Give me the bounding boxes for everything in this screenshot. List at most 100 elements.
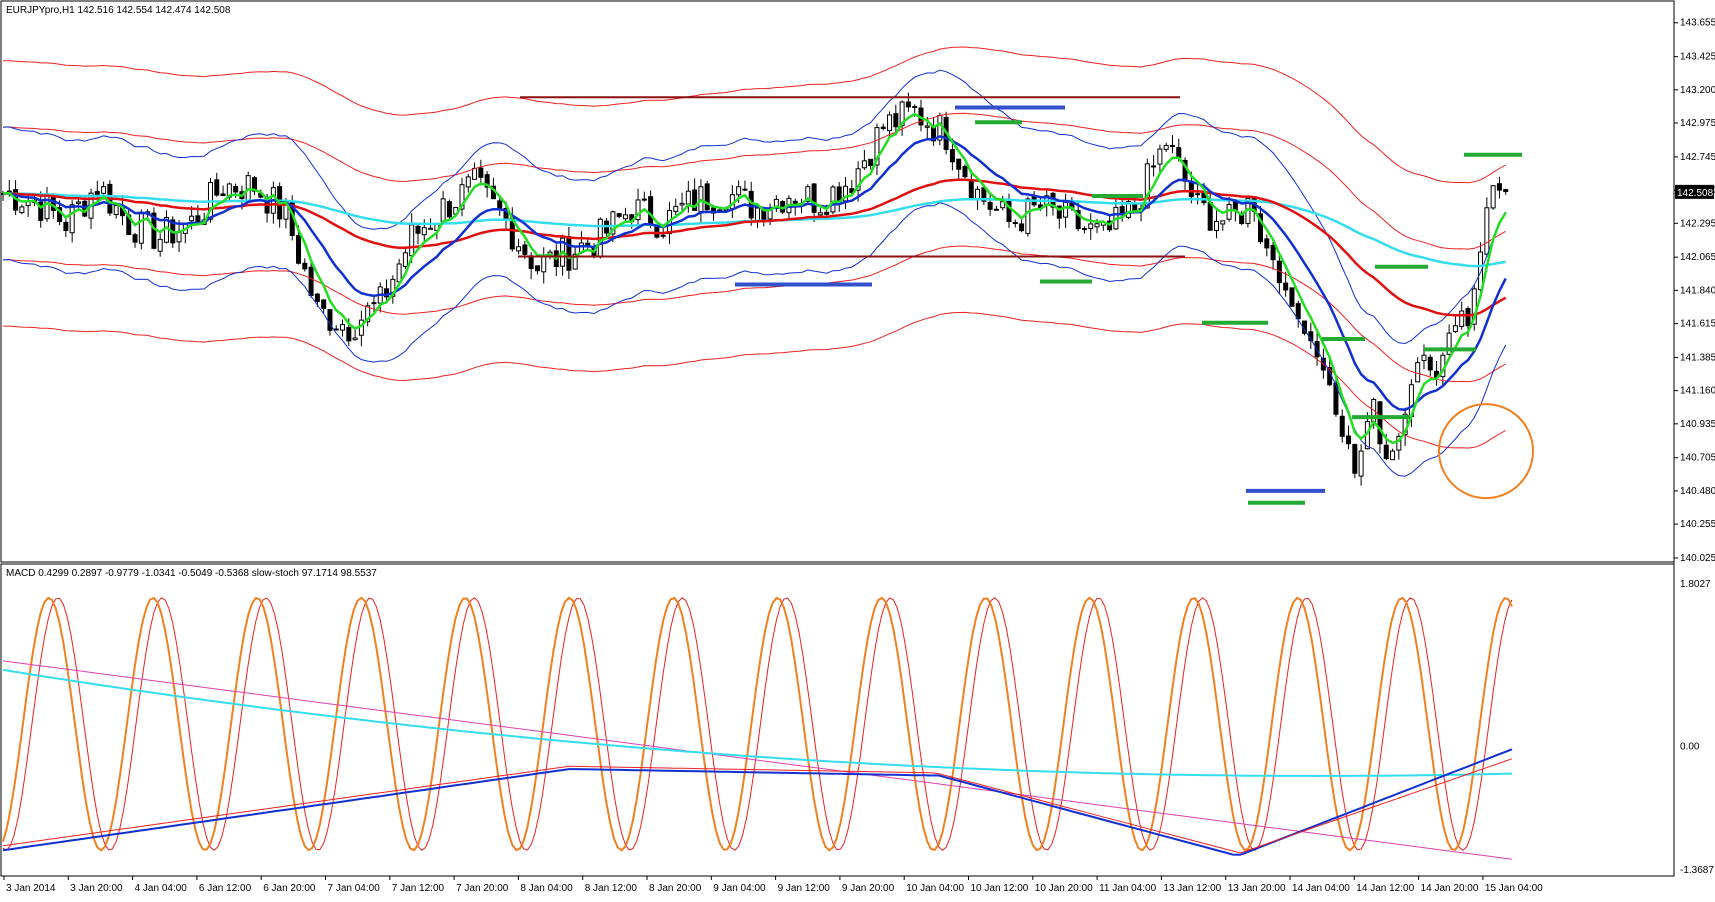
candle-body (472, 167, 478, 180)
stoch-main-line (2, 596, 1513, 852)
x-tick-label: 8 Jan 04:00 (520, 883, 573, 894)
candle-body (365, 305, 371, 323)
candle-body (484, 174, 490, 188)
macd-blue-line (2, 748, 1513, 856)
candle-body (824, 211, 830, 215)
candle-body (1094, 223, 1100, 228)
candle-body (1213, 220, 1219, 231)
candle-body (924, 125, 930, 128)
x-tick-label: 3 Jan 2014 (6, 883, 56, 894)
x-tick-label: 15 Jan 04:00 (1485, 883, 1543, 894)
candle-body (1333, 382, 1339, 415)
candle-body (63, 221, 69, 231)
candle-body (428, 227, 434, 230)
candle-body (214, 179, 220, 196)
lower-blue-band (2, 202, 1507, 477)
candle-body (38, 201, 44, 221)
green-ema-line (2, 112, 1507, 445)
x-tick-label: 9 Jan 12:00 (778, 883, 831, 894)
candle-body (968, 179, 974, 200)
upper-red-band-inner (2, 112, 1506, 250)
candle-body (522, 244, 528, 255)
candle-body (440, 198, 446, 222)
lower-red-band (3, 311, 1506, 449)
candle-body (138, 211, 144, 244)
candle-body (1088, 223, 1094, 229)
candle-body (69, 204, 75, 234)
x-tick-label: 10 Jan 12:00 (971, 883, 1029, 894)
candle-body (252, 177, 257, 192)
x-tick-label: 3 Jan 20:00 (70, 883, 123, 894)
y-tick-label: 143.425 (1680, 52, 1715, 63)
candle-body (1465, 308, 1471, 327)
lower-red-band-inner (2, 245, 1506, 383)
candle-body (346, 326, 352, 342)
macd-red-line (2, 758, 1513, 854)
candle-body (704, 183, 710, 211)
current-price-label: 142.508 (1677, 188, 1714, 199)
candle-body (302, 262, 308, 270)
x-tick-label: 9 Jan 04:00 (713, 883, 766, 894)
candle-body (1063, 201, 1069, 218)
candle-body (673, 205, 679, 212)
indicator-y-tick-label: 0.00 (1680, 742, 1700, 753)
candle-body (101, 186, 107, 194)
candle-body (446, 201, 452, 218)
candle-body (861, 160, 867, 169)
y-tick-label: 140.480 (1680, 486, 1715, 497)
candle-body (1195, 193, 1201, 196)
candle-body (516, 246, 522, 252)
symbol-info: EURJPYpro,H1 142.516 142.554 142.474 142… (6, 5, 231, 16)
candle-body (1295, 303, 1301, 320)
candle-body (641, 198, 647, 201)
candle-body (1169, 144, 1175, 147)
candle-body (409, 224, 415, 257)
y-tick-label: 140.935 (1680, 419, 1715, 430)
candle-body (956, 158, 962, 170)
candle-body (1390, 450, 1396, 461)
magenta-line (2, 660, 1513, 860)
x-tick-label: 6 Jan 12:00 (199, 883, 252, 894)
candle-body (333, 328, 339, 331)
candle-body (1377, 401, 1383, 445)
candle-body (157, 238, 163, 252)
candle-body (1421, 354, 1427, 362)
x-tick-label: 8 Jan 12:00 (585, 883, 638, 894)
candle-body (534, 265, 540, 272)
candle-body (1075, 210, 1081, 230)
red-ma-line (3, 178, 1507, 317)
candle-body (308, 266, 314, 296)
upper-red-band (3, 46, 1506, 184)
upper-blue-band (2, 69, 1507, 345)
y-tick-label: 140.025 (1680, 553, 1715, 564)
candle-body (685, 190, 691, 205)
highlight-circle (1438, 403, 1534, 500)
candle-body (384, 288, 390, 298)
y-tick-label: 142.745 (1680, 152, 1715, 163)
x-tick-label: 14 Jan 04:00 (1292, 883, 1350, 894)
blue-ma-line (2, 135, 1507, 412)
indicator-layer (2, 596, 1513, 860)
candle-body (1081, 228, 1087, 231)
candle-body (321, 299, 327, 309)
y-tick-label: 140.255 (1680, 519, 1715, 530)
candle-body (1163, 144, 1169, 150)
x-tick-label: 4 Jan 04:00 (135, 883, 188, 894)
y-tick-label: 141.615 (1680, 319, 1715, 330)
candle-body (327, 309, 333, 331)
candle-body (1383, 444, 1389, 459)
candle-body (1270, 244, 1276, 261)
candle-body (19, 206, 25, 214)
x-tick-label: 6 Jan 20:00 (263, 883, 316, 894)
candle-body (811, 183, 817, 213)
candle-body (635, 199, 641, 221)
candle-body (1006, 200, 1012, 223)
candle-body (1415, 362, 1421, 383)
x-tick-label: 11 Jan 04:00 (1099, 883, 1157, 894)
candle-body (296, 235, 302, 264)
x-tick-label: 9 Jan 20:00 (842, 883, 895, 894)
candle-body (1484, 207, 1490, 255)
cyan-line (2, 668, 1513, 778)
